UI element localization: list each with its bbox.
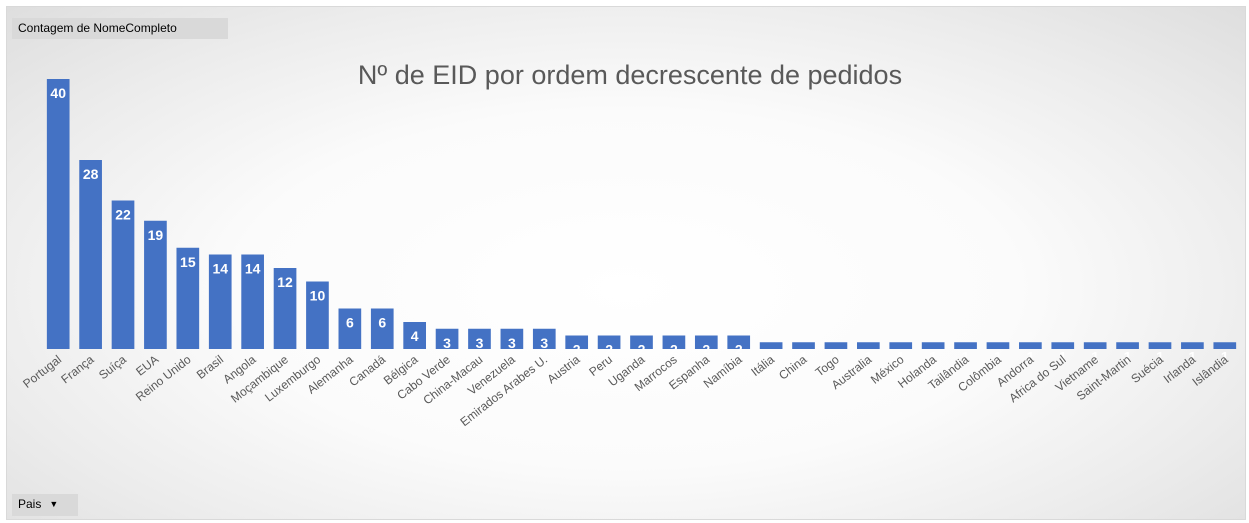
bar-luxemburgo[interactable] — [306, 281, 329, 350]
value-field-label: Contagem de NomeCompleto — [18, 21, 177, 35]
bar-cabo-verde[interactable] — [435, 328, 459, 349]
x-tick-label-austria: Austria — [544, 352, 582, 386]
data-label-eua: 19 — [148, 227, 164, 243]
data-label-angola: 14 — [245, 261, 261, 277]
data-label-brasil: 14 — [212, 261, 228, 277]
data-label-china-macau: 3 — [476, 335, 484, 351]
bar-canada[interactable] — [370, 308, 394, 350]
bar-uganda[interactable] — [630, 335, 653, 350]
x-tick-label-portugal: Portugal — [20, 352, 64, 391]
x-tick-label-canada: Canadá — [346, 352, 388, 389]
bar-austria[interactable] — [565, 335, 589, 350]
data-label-saint-martin: 1 — [1124, 348, 1132, 364]
data-label-andorra: 1 — [1026, 348, 1034, 364]
data-label-tailandia: 1 — [962, 348, 970, 364]
data-label-emirados-arabes-u: 3 — [540, 335, 548, 351]
bar-mocambique[interactable] — [273, 268, 297, 349]
bar-portugal[interactable] — [46, 79, 70, 349]
bar-marrocos[interactable] — [662, 335, 686, 350]
x-tick-label-suica: Suíça — [96, 352, 129, 382]
data-label-austria: 2 — [573, 342, 581, 358]
bar-china[interactable] — [792, 342, 815, 349]
bar-reino-unido[interactable] — [176, 247, 200, 349]
bar-mexico[interactable] — [889, 342, 913, 349]
data-label-irlanda: 1 — [1188, 348, 1196, 364]
data-label-islandia: 1 — [1221, 348, 1229, 364]
bar-franca[interactable] — [79, 160, 102, 349]
value-field-button[interactable]: Contagem de NomeCompleto — [12, 18, 228, 39]
bar-andorra[interactable] — [1019, 342, 1042, 349]
axis-field-label: Pais — [18, 497, 42, 511]
data-label-cabo-verde: 3 — [443, 335, 451, 351]
data-label-africa-do-sul: 1 — [1059, 348, 1067, 364]
bar-vietname[interactable] — [1083, 342, 1107, 349]
bar-africa-do-sul[interactable] — [1051, 342, 1075, 349]
data-label-peru: 2 — [605, 342, 613, 358]
x-tick-label-suecia: Suécia — [1128, 352, 1166, 386]
data-label-australia: 1 — [864, 348, 872, 364]
data-label-espanha: 2 — [702, 342, 710, 358]
bar-suica[interactable] — [111, 200, 135, 350]
x-tick-label-franca: França — [58, 352, 96, 386]
data-label-mexico: 1 — [897, 348, 905, 364]
axis-field-dropdown[interactable]: Pais ▼ — [12, 494, 78, 516]
bar-eua[interactable] — [144, 220, 167, 349]
data-label-franca: 28 — [83, 166, 99, 182]
bar-holanda[interactable] — [921, 342, 945, 349]
bar-brasil[interactable] — [208, 254, 232, 350]
data-label-suica: 22 — [115, 207, 131, 223]
data-label-italia: 1 — [767, 348, 775, 364]
data-label-portugal: 40 — [50, 85, 66, 101]
chevron-down-icon: ▼ — [49, 499, 59, 509]
data-label-china: 1 — [800, 348, 808, 364]
bar-islandia[interactable] — [1213, 342, 1237, 349]
bar-colombia[interactable] — [986, 342, 1010, 349]
data-label-venezuela: 3 — [508, 335, 516, 351]
data-label-luxemburgo: 10 — [310, 288, 326, 304]
bar-emirados-arabes-u[interactable] — [532, 328, 556, 349]
bar-italia[interactable] — [759, 342, 783, 349]
data-label-suecia: 1 — [1156, 348, 1164, 364]
bar-venezuela[interactable] — [500, 328, 524, 349]
bar-espanha[interactable] — [694, 335, 718, 350]
bar-belgica[interactable] — [403, 322, 427, 349]
data-label-marrocos: 2 — [670, 342, 678, 358]
chart-title: Nº de EID por ordem decrescente de pedid… — [358, 60, 902, 90]
bar-peru[interactable] — [597, 335, 621, 350]
bar-suecia[interactable] — [1148, 342, 1172, 349]
data-label-namibia: 2 — [735, 342, 743, 358]
data-label-colombia: 1 — [994, 348, 1002, 364]
bar-togo[interactable] — [824, 342, 848, 349]
data-label-uganda: 2 — [638, 342, 646, 358]
data-label-belgica: 4 — [411, 328, 419, 344]
data-label-holanda: 1 — [929, 348, 937, 364]
bars-group — [46, 79, 1237, 350]
bar-irlanda[interactable] — [1181, 342, 1204, 349]
bar-australia[interactable] — [856, 342, 880, 349]
bar-alemanha[interactable] — [338, 308, 362, 350]
data-label-togo: 1 — [832, 348, 840, 364]
data-label-vietname: 1 — [1091, 348, 1099, 364]
bar-saint-martin[interactable] — [1116, 342, 1139, 349]
bar-tailandia[interactable] — [954, 342, 977, 349]
data-label-alemanha: 6 — [346, 315, 354, 331]
data-label-mocambique: 12 — [277, 274, 293, 290]
bar-angola[interactable] — [241, 254, 264, 350]
bar-china-macau[interactable] — [468, 328, 491, 349]
bar-namibia[interactable] — [727, 335, 751, 350]
data-label-canada: 6 — [378, 315, 386, 331]
data-label-reino-unido: 15 — [180, 254, 196, 270]
